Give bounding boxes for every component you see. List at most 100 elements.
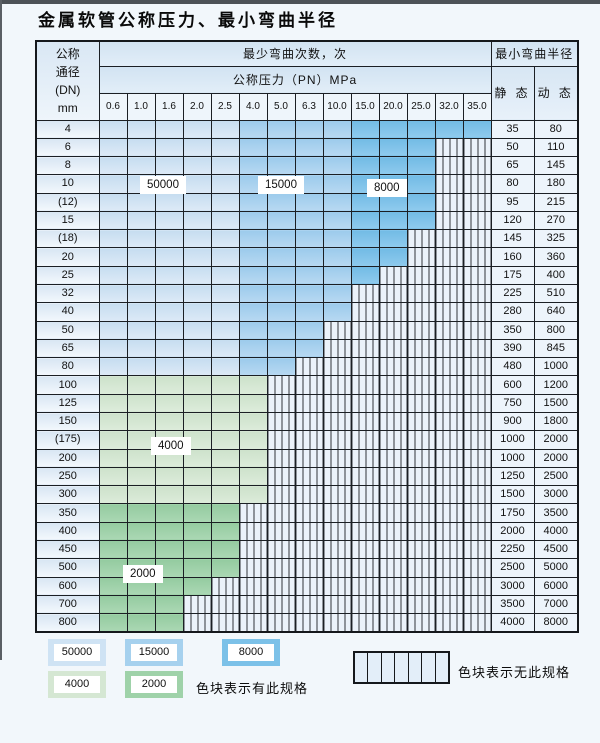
- static-radius-cell: 2500: [490, 558, 535, 578]
- static-radius-cell: 1000: [490, 448, 535, 468]
- dn-cell: (12): [35, 192, 100, 212]
- dn-cell: 15: [35, 210, 100, 231]
- no-spec-cell: [434, 448, 464, 468]
- no-spec-cell: [434, 192, 464, 212]
- legend-hatch-cell: [422, 653, 436, 682]
- dynamic-radius-cell: 325: [533, 229, 579, 249]
- pressure-value-header: 32.0: [434, 92, 464, 121]
- static-header: 静 态: [490, 65, 535, 121]
- dn-cell: 450: [35, 539, 100, 560]
- no-spec-cell: [294, 613, 324, 633]
- no-spec-cell: [322, 338, 352, 359]
- spec-cell: [126, 521, 156, 541]
- legend-swatch-50000: 50000: [48, 639, 106, 666]
- dn-cell: 125: [35, 393, 100, 414]
- dn-header-line: (DN): [55, 82, 81, 97]
- no-spec-cell: [322, 411, 352, 432]
- no-spec-cell: [350, 357, 380, 377]
- static-radius-cell: 50: [490, 137, 535, 158]
- no-spec-cell: [266, 576, 296, 596]
- no-spec-cell: [462, 576, 492, 596]
- no-spec-cell: [462, 247, 492, 267]
- spec-cell: [210, 466, 240, 487]
- spec-cell: [182, 137, 212, 158]
- scan-edge-left: [0, 0, 2, 660]
- spec-cell: [406, 174, 436, 194]
- legend-hatch-cell: [368, 653, 382, 682]
- no-spec-cell: [266, 503, 296, 523]
- spec-cell: [238, 448, 268, 468]
- legend-swatch-2000: 2000: [125, 671, 183, 698]
- pressure-value-header: 2.0: [182, 92, 212, 121]
- spec-cell: [154, 137, 184, 158]
- dn-cell: 150: [35, 411, 100, 432]
- table-row: 500 2500 5000: [35, 558, 579, 578]
- spec-cell: [98, 613, 128, 633]
- spec-cell: [98, 119, 128, 139]
- spec-cell: [98, 539, 128, 560]
- no-spec-cell: [322, 594, 352, 615]
- no-spec-cell: [266, 594, 296, 615]
- table-row: 800 4000 8000: [35, 613, 579, 633]
- static-radius-cell: 1000: [490, 430, 535, 450]
- pressure-header: 公称压力（PN）MPa: [98, 65, 492, 94]
- spec-cell: [126, 503, 156, 523]
- dynamic-radius-cell: 1200: [533, 375, 579, 395]
- table-row: 65 390 845: [35, 338, 579, 359]
- spec-cell: [322, 229, 352, 249]
- no-spec-cell: [406, 594, 436, 615]
- table-row: 700 3500 7000: [35, 594, 579, 615]
- spec-cell: [182, 338, 212, 359]
- no-spec-cell: [238, 576, 268, 596]
- static-radius-cell: 600: [490, 375, 535, 395]
- spec-cell: [210, 521, 240, 541]
- spec-cell: [126, 466, 156, 487]
- no-spec-cell: [434, 247, 464, 267]
- spec-table-grid: 公称 通径 (DN) mm 最少弯曲次数，次 最小弯曲半径 公称压力（PN）MP…: [35, 40, 580, 633]
- no-spec-cell: [322, 576, 352, 596]
- spec-cell: [126, 247, 156, 267]
- spec-cell: [322, 137, 352, 158]
- spec-cell: [154, 539, 184, 560]
- no-spec-cell: [350, 503, 380, 523]
- spec-cell: [238, 119, 268, 139]
- dynamic-header: 动 态: [533, 65, 579, 121]
- cycle-count-label: 50000: [140, 176, 186, 194]
- spec-cell: [350, 247, 380, 267]
- spec-cell: [210, 284, 240, 304]
- spec-cell: [182, 503, 212, 523]
- no-spec-cell: [462, 594, 492, 615]
- dynamic-radius-cell: 5000: [533, 558, 579, 578]
- static-radius-cell: 4000: [490, 613, 535, 633]
- dn-cell: 100: [35, 375, 100, 395]
- dynamic-radius-cell: 6000: [533, 576, 579, 596]
- spec-cell: [182, 174, 212, 194]
- static-radius-cell: 3000: [490, 576, 535, 596]
- no-spec-cell: [322, 613, 352, 633]
- no-spec-cell: [434, 558, 464, 578]
- spec-cell: [210, 210, 240, 231]
- table-row: 20 160 360: [35, 247, 579, 267]
- spec-cell: [294, 320, 324, 340]
- spec-cell: [210, 393, 240, 414]
- no-spec-cell: [350, 539, 380, 560]
- no-spec-cell: [378, 576, 408, 596]
- no-spec-cell: [434, 357, 464, 377]
- spec-cell: [322, 174, 352, 194]
- dn-cell: 25: [35, 265, 100, 286]
- no-spec-cell: [378, 485, 408, 505]
- table-row: 32 225 510: [35, 284, 579, 304]
- spec-cell: [238, 210, 268, 231]
- no-spec-cell: [434, 156, 464, 176]
- spec-cell: [238, 393, 268, 414]
- no-spec-cell: [294, 393, 324, 414]
- no-spec-cell: [294, 558, 324, 578]
- spec-cell: [322, 265, 352, 286]
- table-row: 150 900 1800: [35, 411, 579, 432]
- no-spec-cell: [378, 393, 408, 414]
- dn-cell: 800: [35, 613, 100, 633]
- spec-cell: [154, 503, 184, 523]
- spec-cell: [182, 485, 212, 505]
- no-spec-cell: [378, 265, 408, 286]
- no-spec-cell: [406, 338, 436, 359]
